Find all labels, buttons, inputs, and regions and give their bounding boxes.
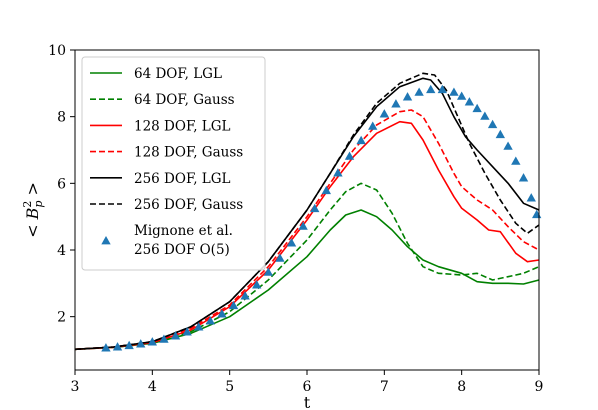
data-point-mignone xyxy=(391,99,401,108)
data-point-mignone xyxy=(217,309,227,318)
series-line xyxy=(74,209,540,351)
data-point-mignone xyxy=(263,267,274,276)
y-tick-label: 4 xyxy=(57,243,66,259)
data-point-mignone xyxy=(344,151,355,160)
data-point-mignone xyxy=(182,327,192,336)
data-point-mignone xyxy=(228,300,239,310)
x-tick-label: 5 xyxy=(225,379,234,395)
x-tick-label: 8 xyxy=(457,379,466,395)
data-point-mignone xyxy=(464,97,475,106)
data-point-mignone xyxy=(368,121,378,130)
data-point-mignone xyxy=(112,342,123,351)
data-point-mignone xyxy=(159,334,169,343)
legend-label: 256 DOF, LGL xyxy=(134,171,231,187)
data-point-mignone xyxy=(472,103,482,113)
data-point-mignone xyxy=(495,129,506,139)
legend-marker xyxy=(101,236,111,245)
series-layer xyxy=(74,72,542,352)
data-point-mignone xyxy=(310,203,320,213)
legend: 64 DOF, LGL 64 DOF, Gauss 128 DOF, LGL 128 … xyxy=(81,56,266,271)
legend-label: 64 DOF, LGL xyxy=(134,66,222,82)
legend-label: 128 DOF, Gauss xyxy=(134,145,243,161)
legend-label: 256 DOF O(5) xyxy=(134,242,230,258)
series-line xyxy=(74,182,540,351)
data-point-mignone xyxy=(147,337,158,346)
data-point-mignone xyxy=(426,84,436,94)
data-point-mignone xyxy=(379,109,390,118)
legend-label: Mignone et al. xyxy=(134,223,233,239)
y-tick-label: 6 xyxy=(57,176,66,192)
legend-box xyxy=(81,56,266,271)
data-point-mignone xyxy=(321,185,332,195)
data-point-mignone xyxy=(240,291,250,300)
y-tick-label: 10 xyxy=(48,43,66,59)
series-line xyxy=(74,109,540,351)
data-point-mignone xyxy=(286,238,297,247)
data-point-mignone xyxy=(437,84,448,94)
data-point-mignone xyxy=(298,221,308,230)
data-point-mignone xyxy=(518,173,529,182)
data-point-mignone xyxy=(480,111,490,120)
data-point-mignone xyxy=(503,141,513,150)
data-point-mignone xyxy=(252,280,262,289)
legend-label: 64 DOF, Gauss xyxy=(134,92,235,108)
data-point-mignone xyxy=(101,343,111,352)
y-axis-label: < Bp2 > xyxy=(21,182,45,238)
ticks-layer: 3 4 5 6 7 8 9 2 4 6 8 10 xyxy=(48,43,543,395)
data-point-mignone xyxy=(456,91,467,100)
x-tick-label: 3 xyxy=(71,379,80,395)
data-point-mignone xyxy=(170,331,181,340)
data-point-mignone xyxy=(526,193,536,202)
x-axis-label: t xyxy=(304,393,311,410)
data-point-mignone xyxy=(449,87,459,96)
x-tick-label: 6 xyxy=(303,379,312,395)
series-line xyxy=(74,72,540,351)
data-point-mignone xyxy=(194,322,204,331)
x-tick-label: 4 xyxy=(148,379,157,395)
series-line xyxy=(74,77,540,351)
legend-label: 256 DOF, Gauss xyxy=(134,197,243,213)
legend-label: 128 DOF, LGL xyxy=(134,118,231,134)
data-point-mignone xyxy=(333,168,343,177)
data-point-mignone xyxy=(487,119,498,129)
data-point-mignone xyxy=(205,316,216,325)
x-tick-label: 9 xyxy=(535,379,544,395)
data-point-mignone xyxy=(275,253,285,262)
data-point-mignone xyxy=(414,87,424,96)
data-point-mignone xyxy=(511,156,521,165)
y-tick-label: 2 xyxy=(57,310,66,326)
data-point-mignone xyxy=(356,135,366,145)
data-point-mignone xyxy=(136,339,146,348)
data-point-mignone xyxy=(124,340,134,350)
x-tick-label: 7 xyxy=(380,379,389,395)
data-point-mignone xyxy=(402,92,413,101)
y-tick-label: 8 xyxy=(57,110,66,126)
